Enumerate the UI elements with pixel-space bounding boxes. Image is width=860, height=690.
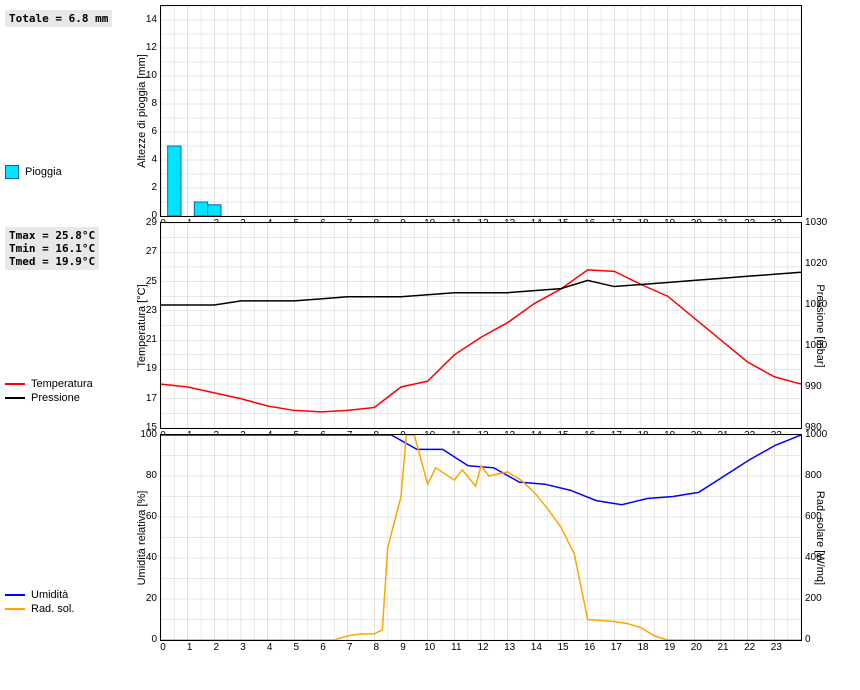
legend-item: Temperatura: [5, 378, 130, 390]
x-tick-label: 7: [343, 642, 357, 653]
legend-item: Umidità: [5, 589, 130, 601]
x-tick-label: 19: [663, 642, 677, 653]
temp-stat-line: Tmed = 19.9°C: [9, 255, 95, 268]
y-tick-label-right: 800: [805, 470, 822, 481]
y-tick-label: 12: [146, 42, 157, 53]
y-tick-label-right: 600: [805, 511, 822, 522]
x-tick-label: 10: [423, 642, 437, 653]
legend-label: Pressione: [31, 392, 80, 404]
y-tick-label: 27: [146, 246, 157, 257]
y-tick-label: 80: [146, 470, 157, 481]
y-tick-label-right: 1000: [805, 340, 827, 351]
legend-label: Rad. sol.: [31, 603, 74, 615]
y-axis-label-right: Rad. solare [W/mq]: [814, 490, 826, 584]
x-tick-label: 20: [689, 642, 703, 653]
y-tick-label-right: 1000: [805, 429, 827, 440]
x-tick-label: 2: [209, 642, 223, 653]
x-tick-label: 6: [316, 642, 330, 653]
legend-swatch: [5, 165, 19, 179]
y-axis-label-left: Temperatura [°C]: [136, 284, 148, 367]
x-tick-label: 0: [156, 642, 170, 653]
y-tick-label-right: 200: [805, 593, 822, 604]
y-tick-label: 10: [146, 70, 157, 81]
legend-line: [5, 608, 25, 610]
x-tick-label: 15: [556, 642, 570, 653]
legend-label: Umidità: [31, 589, 68, 601]
y-axis-label-right: Pressione [mbar]: [814, 284, 826, 367]
x-tick-label: 1: [183, 642, 197, 653]
y-tick-label-right: 0: [805, 634, 811, 645]
legend-item: Rad. sol.: [5, 603, 130, 615]
temp-stat-line: Tmax = 25.8°C: [9, 229, 95, 242]
y-tick-label: 29: [146, 217, 157, 228]
x-tick-label: 11: [449, 642, 463, 653]
legend-item: Pioggia: [5, 165, 130, 179]
y-tick-label: 100: [140, 429, 157, 440]
x-tick-label: 23: [769, 642, 783, 653]
temp-stats-box: Tmax = 25.8°CTmin = 16.1°CTmed = 19.9°C: [5, 227, 99, 270]
y-tick-label: 23: [146, 305, 157, 316]
y-tick-label: 2: [151, 182, 157, 193]
y-tick-label: 8: [151, 98, 157, 109]
y-tick-label: 19: [146, 363, 157, 374]
x-tick-label: 16: [583, 642, 597, 653]
x-tick-label: 3: [236, 642, 250, 653]
x-tick-label: 21: [716, 642, 730, 653]
x-tick-label: 18: [636, 642, 650, 653]
y-tick-label: 14: [146, 14, 157, 25]
y-axis-label-left: Umidità relativa [%]: [136, 490, 148, 585]
legend-label: Pioggia: [25, 166, 62, 178]
x-tick-label: 13: [503, 642, 517, 653]
legend-line: [5, 594, 25, 596]
y-tick-label-right: 1010: [805, 299, 827, 310]
y-tick-label: 60: [146, 511, 157, 522]
y-tick-label: 6: [151, 126, 157, 137]
x-tick-label: 9: [396, 642, 410, 653]
temp-stat-line: Tmin = 16.1°C: [9, 242, 95, 255]
x-tick-label: 14: [529, 642, 543, 653]
x-tick-label: 4: [263, 642, 277, 653]
y-tick-label: 17: [146, 393, 157, 404]
y-tick-label-right: 990: [805, 381, 822, 392]
y-tick-label: 25: [146, 276, 157, 287]
legend-line: [5, 383, 25, 385]
x-tick-label: 17: [609, 642, 623, 653]
y-tick-label: 4: [151, 154, 157, 165]
y-tick-label: 21: [146, 334, 157, 345]
x-tick-label: 12: [476, 642, 490, 653]
legend-line: [5, 397, 25, 399]
y-tick-label: 20: [146, 593, 157, 604]
x-tick-label: 5: [289, 642, 303, 653]
y-tick-label-right: 1030: [805, 217, 827, 228]
rain-total-box: Totale = 6.8 mm: [5, 10, 112, 27]
legend-item: Pressione: [5, 392, 130, 404]
y-tick-label-right: 1020: [805, 258, 827, 269]
y-tick-label: 40: [146, 552, 157, 563]
x-tick-label: 8: [369, 642, 383, 653]
legend-label: Temperatura: [31, 378, 93, 390]
x-tick-label: 22: [743, 642, 757, 653]
y-tick-label-right: 400: [805, 552, 822, 563]
